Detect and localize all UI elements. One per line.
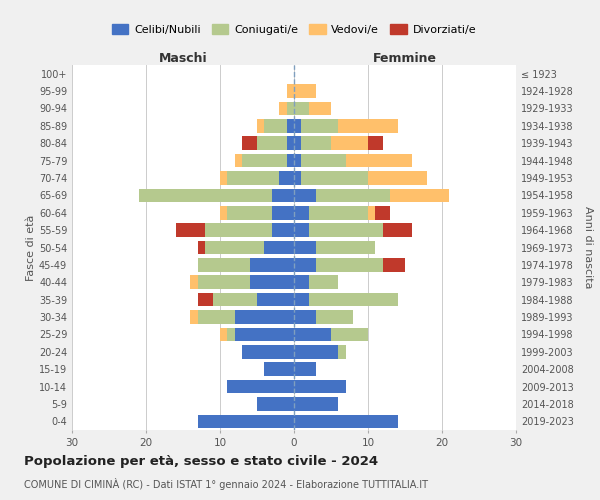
Bar [294, 171, 301, 185]
Bar [316, 258, 383, 272]
Bar [235, 310, 294, 324]
Bar [294, 102, 309, 115]
Bar [294, 206, 309, 220]
Bar [220, 328, 227, 341]
Y-axis label: Fasce di età: Fasce di età [26, 214, 36, 280]
Bar [331, 328, 368, 341]
Bar [242, 345, 294, 358]
Bar [198, 240, 205, 254]
Bar [294, 362, 316, 376]
Bar [346, 154, 412, 168]
Bar [287, 119, 294, 132]
Bar [301, 119, 338, 132]
Bar [235, 328, 294, 341]
Bar [257, 136, 287, 150]
Bar [279, 171, 294, 185]
Bar [212, 293, 257, 306]
Text: Popolazione per età, sesso e stato civile - 2024: Popolazione per età, sesso e stato civil… [24, 455, 378, 468]
Bar [338, 119, 398, 132]
Bar [242, 154, 287, 168]
Bar [198, 258, 250, 272]
Bar [309, 224, 383, 237]
Bar [272, 206, 294, 220]
Bar [250, 258, 294, 272]
Bar [376, 206, 390, 220]
Bar [190, 276, 198, 289]
Bar [294, 310, 316, 324]
Bar [220, 171, 227, 185]
Bar [227, 380, 294, 394]
Bar [227, 328, 235, 341]
Bar [331, 136, 368, 150]
Bar [294, 224, 309, 237]
Bar [227, 206, 272, 220]
Bar [190, 310, 198, 324]
Bar [294, 188, 316, 202]
Bar [294, 345, 338, 358]
Bar [368, 206, 376, 220]
Bar [294, 328, 331, 341]
Bar [294, 276, 309, 289]
Bar [272, 224, 294, 237]
Bar [287, 102, 294, 115]
Bar [294, 380, 346, 394]
Y-axis label: Anni di nascita: Anni di nascita [583, 206, 593, 289]
Bar [287, 154, 294, 168]
Bar [242, 136, 257, 150]
Bar [294, 293, 309, 306]
Bar [294, 258, 316, 272]
Bar [294, 414, 398, 428]
Bar [301, 136, 331, 150]
Bar [316, 188, 390, 202]
Text: Maschi: Maschi [158, 52, 208, 65]
Bar [139, 188, 272, 202]
Bar [309, 293, 398, 306]
Bar [272, 188, 294, 202]
Bar [309, 102, 331, 115]
Bar [198, 293, 212, 306]
Bar [265, 362, 294, 376]
Bar [316, 240, 376, 254]
Bar [338, 345, 346, 358]
Bar [368, 136, 383, 150]
Bar [287, 84, 294, 98]
Bar [205, 224, 272, 237]
Bar [294, 84, 316, 98]
Bar [198, 276, 250, 289]
Bar [198, 414, 294, 428]
Bar [257, 293, 294, 306]
Bar [294, 119, 301, 132]
Bar [250, 276, 294, 289]
Bar [316, 310, 353, 324]
Text: COMUNE DI CIMINÀ (RC) - Dati ISTAT 1° gennaio 2024 - Elaborazione TUTTITALIA.IT: COMUNE DI CIMINÀ (RC) - Dati ISTAT 1° ge… [24, 478, 428, 490]
Bar [235, 154, 242, 168]
Bar [383, 258, 405, 272]
Bar [309, 206, 368, 220]
Bar [205, 240, 265, 254]
Bar [309, 276, 338, 289]
Bar [227, 171, 279, 185]
Bar [294, 240, 316, 254]
Bar [198, 310, 235, 324]
Bar [279, 102, 287, 115]
Bar [220, 206, 227, 220]
Bar [294, 397, 338, 410]
Bar [383, 224, 412, 237]
Bar [294, 136, 301, 150]
Bar [176, 224, 205, 237]
Bar [301, 154, 346, 168]
Bar [265, 240, 294, 254]
Bar [257, 397, 294, 410]
Text: Femmine: Femmine [373, 52, 437, 65]
Bar [301, 171, 368, 185]
Bar [265, 119, 287, 132]
Bar [390, 188, 449, 202]
Bar [257, 119, 265, 132]
Bar [294, 154, 301, 168]
Legend: Celibi/Nubili, Coniugati/e, Vedovi/e, Divorziati/e: Celibi/Nubili, Coniugati/e, Vedovi/e, Di… [107, 20, 481, 39]
Bar [287, 136, 294, 150]
Bar [368, 171, 427, 185]
